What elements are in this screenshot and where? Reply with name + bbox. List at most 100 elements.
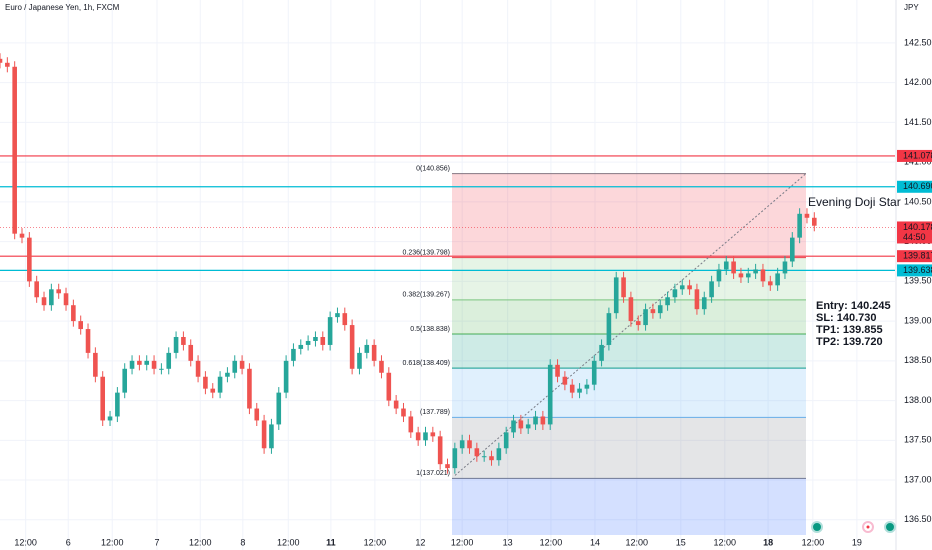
candle-body bbox=[474, 448, 480, 457]
price-tag bbox=[897, 250, 932, 263]
candle-body bbox=[71, 305, 76, 322]
candle-body bbox=[349, 325, 355, 369]
fib-label: 0.5(138.838) bbox=[410, 326, 450, 333]
candle-body bbox=[12, 66, 17, 234]
x-tick-label: 15 bbox=[676, 537, 686, 547]
candle-body bbox=[210, 388, 216, 393]
candle-body bbox=[540, 416, 546, 425]
y-tick-label: 136.50 bbox=[904, 514, 932, 524]
candle-body bbox=[27, 237, 32, 282]
candle-body bbox=[173, 336, 179, 353]
candle-body bbox=[481, 456, 487, 458]
price-tag-label: 139.638 bbox=[903, 265, 932, 275]
candle-body bbox=[386, 372, 392, 401]
candle-body bbox=[621, 277, 626, 298]
x-tick-label: 14 bbox=[590, 537, 600, 547]
candle-body bbox=[203, 376, 208, 389]
chart-title: Euro / Japanese Yen, 1h, FXCM bbox=[5, 3, 120, 12]
trade-label: TP2: 139.720 bbox=[816, 336, 883, 348]
x-tick-label: 11 bbox=[326, 537, 336, 547]
x-tick-label: 12:00 bbox=[802, 537, 825, 547]
x-tick-label: 12:00 bbox=[626, 537, 649, 547]
candle-body bbox=[342, 313, 348, 326]
candle-body bbox=[511, 420, 516, 433]
candle-body bbox=[797, 213, 802, 238]
event-icon[interactable] bbox=[811, 521, 823, 533]
y-tick-label: 137.50 bbox=[904, 435, 932, 445]
price-tag-label: 141.078 bbox=[903, 150, 932, 160]
candle-body bbox=[599, 344, 604, 361]
price-tag bbox=[897, 264, 932, 277]
candle-body bbox=[364, 344, 370, 353]
candle-body bbox=[606, 313, 612, 345]
price-tag bbox=[897, 221, 932, 244]
candle-body bbox=[643, 309, 648, 326]
candle-body bbox=[452, 448, 458, 469]
fib-label: (137.789) bbox=[420, 409, 450, 416]
candle-body bbox=[731, 261, 736, 274]
candle-body bbox=[628, 297, 634, 322]
candle-body bbox=[812, 217, 817, 226]
fib-zone bbox=[452, 478, 806, 535]
y-tick-label: 139.50 bbox=[904, 276, 932, 286]
candle-body bbox=[679, 285, 685, 290]
candle-body bbox=[254, 408, 260, 421]
candle-body bbox=[775, 273, 780, 286]
candle-body bbox=[305, 340, 311, 345]
candle-body bbox=[789, 237, 795, 262]
candle-body bbox=[393, 400, 399, 409]
y-tick-label: 142.00 bbox=[904, 77, 932, 87]
candle-body bbox=[41, 297, 47, 306]
event-icon-dot bbox=[866, 525, 870, 529]
candle-body bbox=[232, 360, 238, 373]
fib-zone bbox=[452, 333, 806, 369]
candle-body bbox=[423, 432, 428, 441]
candle-body bbox=[85, 329, 91, 353]
candle-body bbox=[804, 213, 810, 218]
candle-body bbox=[291, 348, 296, 361]
trade-label: TP1: 139.855 bbox=[816, 324, 883, 336]
y-tick-label: 138.00 bbox=[904, 395, 932, 405]
candle-body bbox=[5, 62, 10, 67]
x-tick-label: 12:00 bbox=[189, 537, 212, 547]
candle-body bbox=[122, 368, 128, 393]
candle-body bbox=[379, 360, 384, 373]
candle-body bbox=[518, 420, 524, 429]
fib-zone bbox=[452, 257, 806, 300]
candle-body bbox=[709, 281, 714, 298]
candle-body bbox=[555, 364, 560, 377]
candle-body bbox=[401, 408, 406, 417]
price-tag bbox=[897, 149, 932, 162]
x-tick-label: 12:00 bbox=[101, 537, 124, 547]
currency: JPY bbox=[904, 3, 919, 12]
candle-body bbox=[239, 360, 245, 369]
x-tick-label: 19 bbox=[852, 537, 862, 547]
candle-body bbox=[313, 336, 318, 341]
candle-body bbox=[100, 376, 106, 421]
candle-body bbox=[371, 344, 377, 361]
y-tick-label: 137.00 bbox=[904, 474, 932, 484]
candle-body bbox=[723, 261, 729, 270]
candle-body bbox=[430, 432, 436, 437]
x-tick-label: 12:00 bbox=[277, 537, 300, 547]
candle-body bbox=[591, 360, 597, 385]
candle-body bbox=[533, 416, 538, 425]
candle-body bbox=[525, 424, 531, 429]
event-icon[interactable] bbox=[884, 521, 896, 533]
candle-body bbox=[159, 368, 164, 370]
candle-body bbox=[408, 416, 414, 433]
y-tick-label: 138.50 bbox=[904, 355, 932, 365]
price-tag-label: 139.817 bbox=[903, 251, 932, 261]
x-tick-label: 12:00 bbox=[14, 537, 37, 547]
candle-body bbox=[188, 344, 194, 361]
candle-body bbox=[665, 297, 670, 306]
candle-body bbox=[107, 416, 113, 421]
price-tag bbox=[897, 180, 932, 193]
candle-body bbox=[151, 360, 157, 369]
candle-body bbox=[78, 321, 83, 330]
x-tick-label: 8 bbox=[240, 537, 245, 547]
candle-body bbox=[63, 293, 69, 306]
fib-label: 0.382(139.267) bbox=[403, 292, 450, 299]
candle-body bbox=[782, 261, 788, 274]
